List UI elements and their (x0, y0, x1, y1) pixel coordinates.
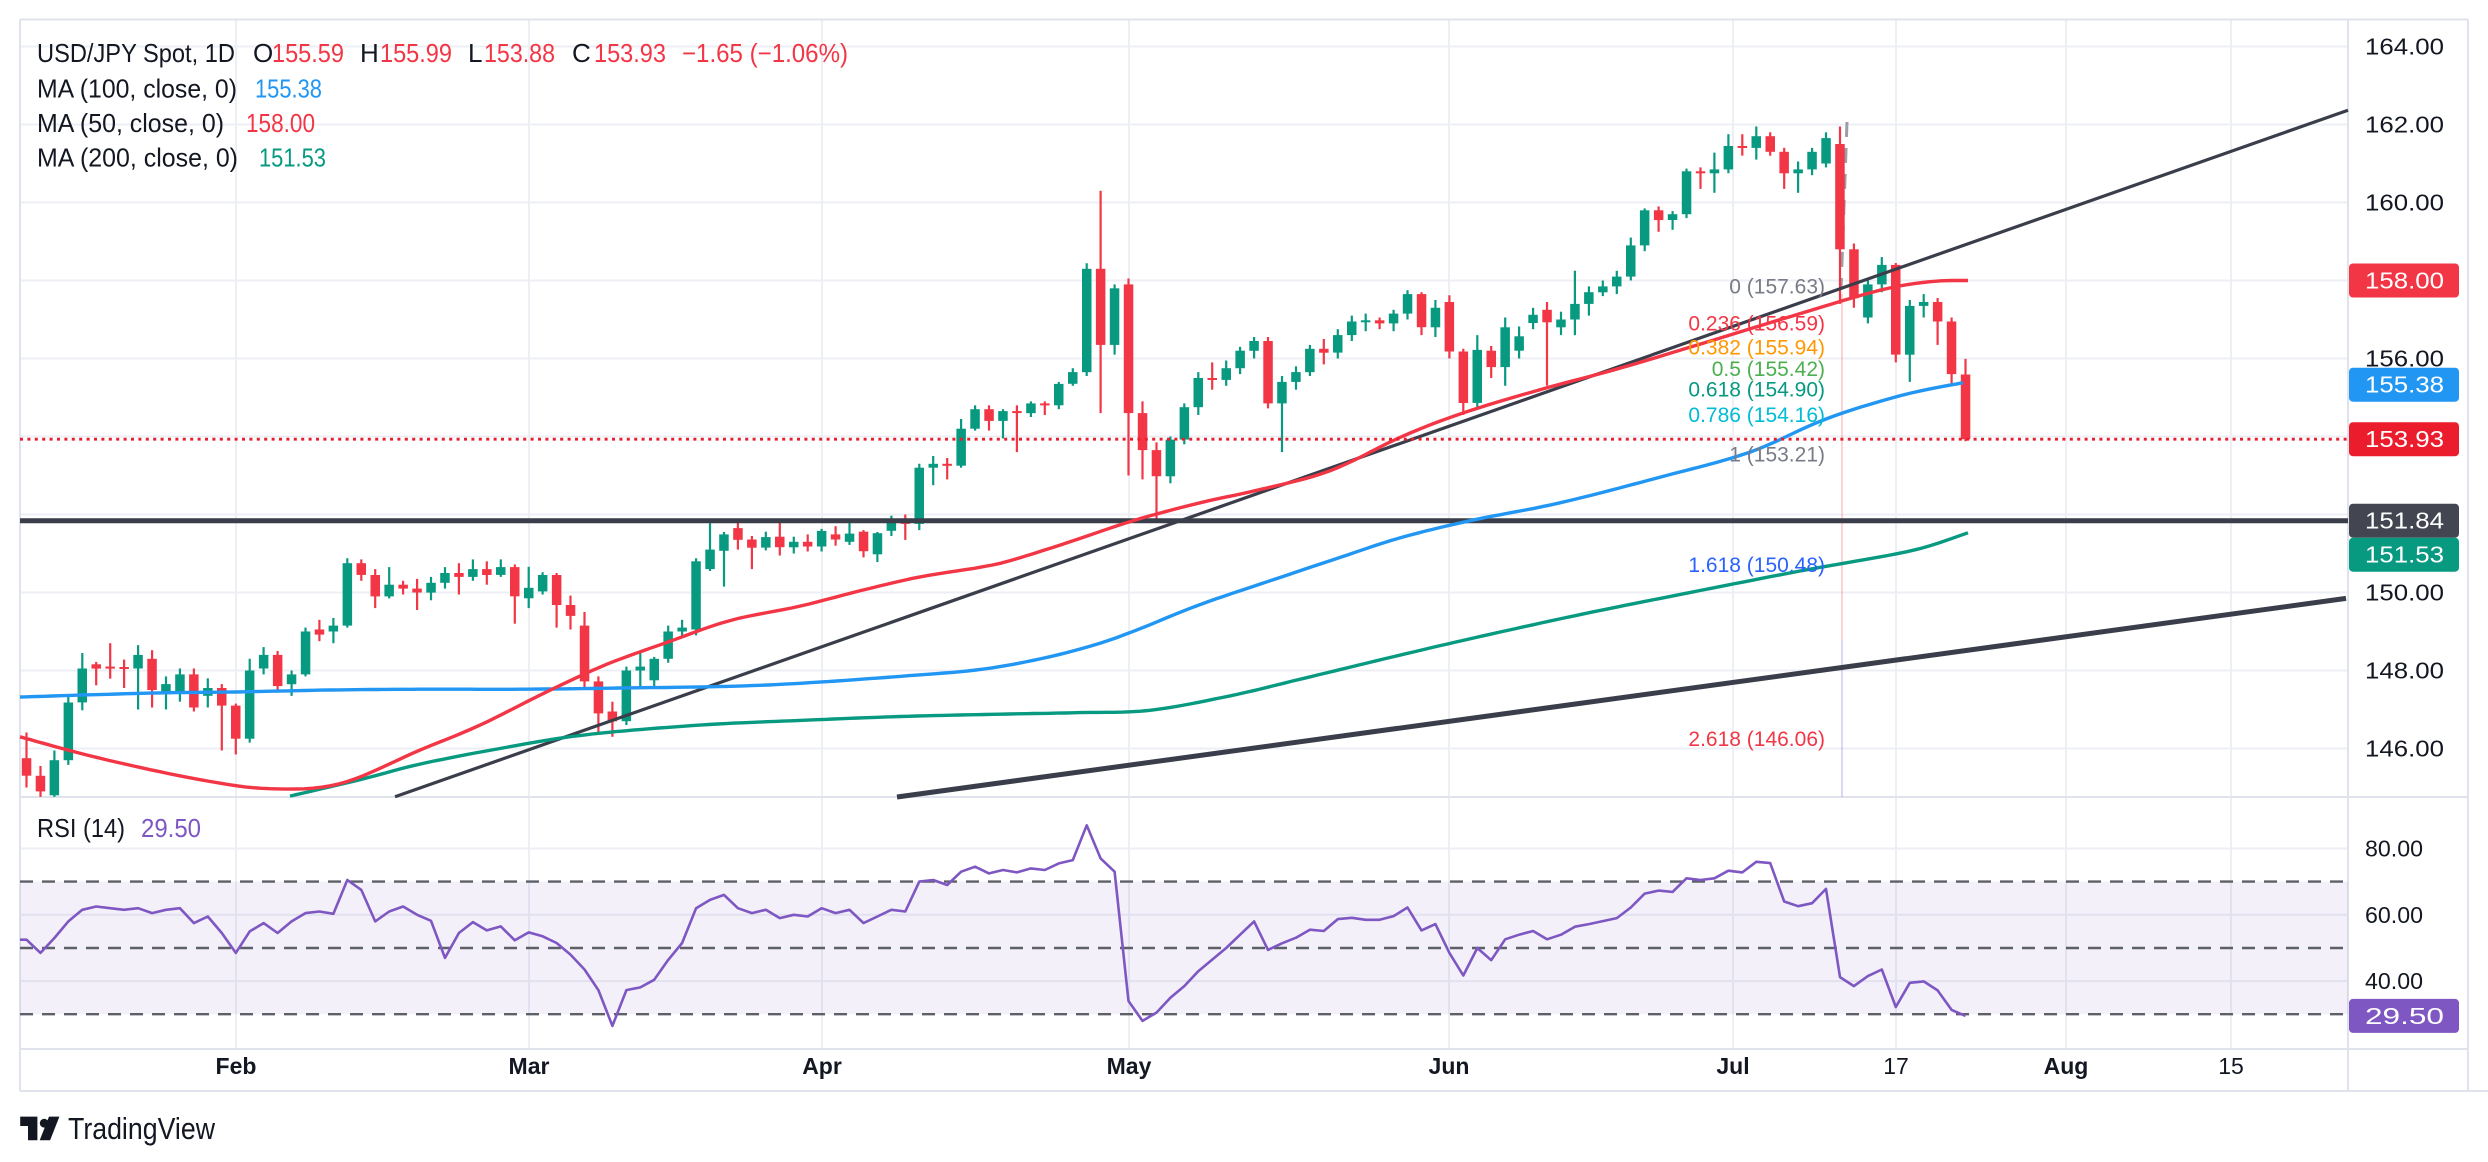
svg-text:151.53: 151.53 (259, 142, 326, 172)
svg-text:164.00: 164.00 (2365, 34, 2444, 60)
svg-text:60.00: 60.00 (2365, 902, 2423, 928)
svg-text:MA (50, close, 0): MA (50, close, 0) (37, 108, 224, 138)
svg-text:80.00: 80.00 (2365, 836, 2423, 862)
svg-text:RSI (14): RSI (14) (37, 813, 125, 843)
svg-text:153.93: 153.93 (2365, 426, 2444, 452)
svg-text:155.99: 155.99 (380, 38, 452, 68)
svg-text:153.93: 153.93 (594, 38, 666, 68)
svg-text:2.618 (146.06): 2.618 (146.06) (1688, 728, 1825, 751)
svg-text:MA (100, close, 0): MA (100, close, 0) (37, 74, 237, 104)
svg-text:0.618 (154.90): 0.618 (154.90) (1688, 379, 1825, 402)
svg-text:150.00: 150.00 (2365, 580, 2444, 606)
svg-text:Apr: Apr (802, 1053, 842, 1079)
svg-text:155.38: 155.38 (2365, 372, 2444, 398)
svg-text:0.382 (155.94): 0.382 (155.94) (1688, 337, 1825, 360)
svg-text:0 (157.63): 0 (157.63) (1729, 276, 1825, 299)
svg-text:155.59: 155.59 (272, 38, 344, 68)
svg-text:1 (153.21): 1 (153.21) (1729, 444, 1825, 467)
svg-text:USD/JPY Spot, 1D: USD/JPY Spot, 1D (37, 38, 235, 68)
svg-text:Aug: Aug (2044, 1053, 2089, 1079)
svg-text:158.00: 158.00 (246, 108, 315, 138)
svg-text:162.00: 162.00 (2365, 112, 2444, 138)
svg-text:May: May (1107, 1053, 1152, 1079)
svg-text:155.38: 155.38 (255, 74, 322, 104)
svg-text:L: L (468, 38, 482, 68)
svg-text:0.236 (156.59): 0.236 (156.59) (1688, 313, 1825, 336)
svg-text:Jun: Jun (1429, 1053, 1470, 1079)
svg-text:−1.65 (−1.06%): −1.65 (−1.06%) (682, 38, 848, 68)
svg-text:160.00: 160.00 (2365, 190, 2444, 216)
svg-text:29.50: 29.50 (2365, 1003, 2444, 1029)
svg-text:153.88: 153.88 (484, 38, 555, 68)
svg-text:H: H (360, 38, 379, 68)
svg-text:C: C (572, 38, 591, 68)
svg-text:0.786 (154.16): 0.786 (154.16) (1688, 404, 1825, 427)
svg-text:Feb: Feb (216, 1053, 257, 1079)
svg-text:17: 17 (1883, 1053, 1909, 1079)
svg-text:151.53: 151.53 (2365, 542, 2444, 568)
svg-text:40.00: 40.00 (2365, 968, 2423, 994)
svg-text:156.00: 156.00 (2365, 346, 2444, 372)
svg-text:O: O (253, 38, 273, 68)
svg-text:MA (200, close, 0): MA (200, close, 0) (37, 142, 238, 172)
svg-text:Jul: Jul (1716, 1053, 1749, 1079)
svg-text:0.5 (155.42): 0.5 (155.42) (1712, 358, 1825, 381)
svg-text:29.50: 29.50 (141, 813, 201, 843)
svg-text:148.00: 148.00 (2365, 658, 2444, 684)
svg-text:Mar: Mar (509, 1053, 550, 1079)
svg-text:15: 15 (2218, 1053, 2244, 1079)
svg-text:151.84: 151.84 (2365, 508, 2444, 534)
svg-text:158.00: 158.00 (2365, 268, 2444, 294)
svg-text:146.00: 146.00 (2365, 736, 2444, 762)
svg-text:TradingView: TradingView (68, 1111, 216, 1146)
svg-text:1.618 (150.48): 1.618 (150.48) (1688, 554, 1825, 577)
